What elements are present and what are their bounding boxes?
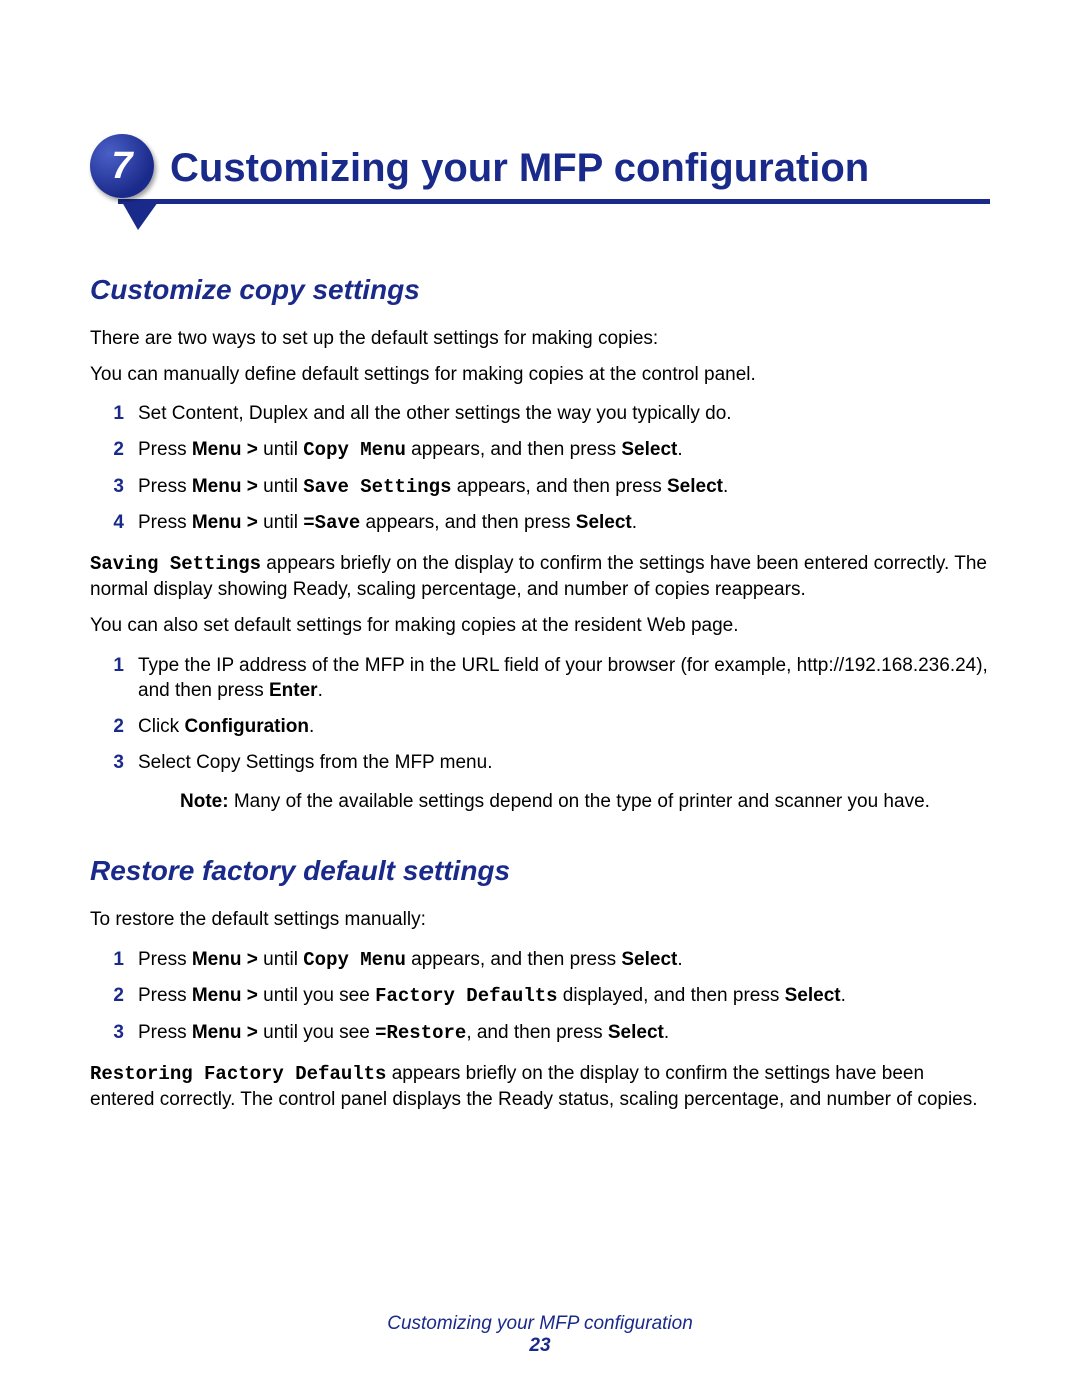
step-text: Press Menu > until Copy Menu appears, an… <box>138 947 990 974</box>
chapter-pointer-icon <box>118 202 168 242</box>
list-item: 2 Press Menu > until Copy Menu appears, … <box>90 437 990 464</box>
step-text: Select Copy Settings from the MFP menu. <box>138 750 990 776</box>
list-item: 1 Type the IP address of the MFP in the … <box>90 653 990 704</box>
step-number: 1 <box>90 401 138 427</box>
list-item: 2 Click Configuration. <box>90 714 990 740</box>
step-text: Press Menu > until Copy Menu appears, an… <box>138 437 990 464</box>
step-number: 2 <box>90 437 138 464</box>
step-number: 3 <box>90 474 138 501</box>
paragraph: You can also set default settings for ma… <box>90 613 990 639</box>
list-item: 1 Set Content, Duplex and all the other … <box>90 401 990 427</box>
step-list-restore: 1 Press Menu > until Copy Menu appears, … <box>90 947 990 1047</box>
step-number: 4 <box>90 510 138 537</box>
step-number: 2 <box>90 983 138 1010</box>
step-number: 2 <box>90 714 138 740</box>
paragraph: Saving Settings appears briefly on the d… <box>90 551 990 603</box>
chapter-header: 7 Customizing your MFP configuration <box>90 140 990 204</box>
chapter-title: Customizing your MFP configuration <box>170 140 990 191</box>
footer-title: Customizing your MFP configuration <box>0 1313 1080 1335</box>
note: Note: Many of the available settings dep… <box>180 789 990 815</box>
list-item: 1 Press Menu > until Copy Menu appears, … <box>90 947 990 974</box>
step-text: Set Content, Duplex and all the other se… <box>138 401 990 427</box>
paragraph: There are two ways to set up the default… <box>90 326 990 352</box>
paragraph: You can manually define default settings… <box>90 362 990 388</box>
footer-page-number: 23 <box>0 1335 1080 1357</box>
step-list-a: 1 Set Content, Duplex and all the other … <box>90 401 990 537</box>
step-list-b: 1 Type the IP address of the MFP in the … <box>90 653 990 776</box>
list-item: 4 Press Menu > until =Save appears, and … <box>90 510 990 537</box>
document-page: 7 Customizing your MFP configuration Cus… <box>0 0 1080 1397</box>
step-text: Press Menu > until Save Settings appears… <box>138 474 990 501</box>
list-item: 3 Press Menu > until you see =Restore, a… <box>90 1020 990 1047</box>
list-item: 2 Press Menu > until you see Factory Def… <box>90 983 990 1010</box>
step-text: Click Configuration. <box>138 714 990 740</box>
paragraph: Restoring Factory Defaults appears brief… <box>90 1061 990 1113</box>
step-number: 3 <box>90 1020 138 1047</box>
step-text: Press Menu > until you see Factory Defau… <box>138 983 990 1010</box>
chapter-badge: 7 <box>90 134 154 198</box>
section-heading-customize: Customize copy settings <box>90 274 990 306</box>
chapter-number: 7 <box>111 145 132 188</box>
section-heading-restore: Restore factory default settings <box>90 855 990 887</box>
list-item: 3 Press Menu > until Save Settings appea… <box>90 474 990 501</box>
step-text: Press Menu > until you see =Restore, and… <box>138 1020 990 1047</box>
step-number: 1 <box>90 947 138 974</box>
step-number: 3 <box>90 750 138 776</box>
paragraph: To restore the default settings manually… <box>90 907 990 933</box>
step-text: Press Menu > until =Save appears, and th… <box>138 510 990 537</box>
list-item: 3 Select Copy Settings from the MFP menu… <box>90 750 990 776</box>
step-number: 1 <box>90 653 138 704</box>
page-footer: Customizing your MFP configuration 23 <box>0 1313 1080 1357</box>
step-text: Type the IP address of the MFP in the UR… <box>138 653 990 704</box>
chapter-rule <box>118 199 990 204</box>
